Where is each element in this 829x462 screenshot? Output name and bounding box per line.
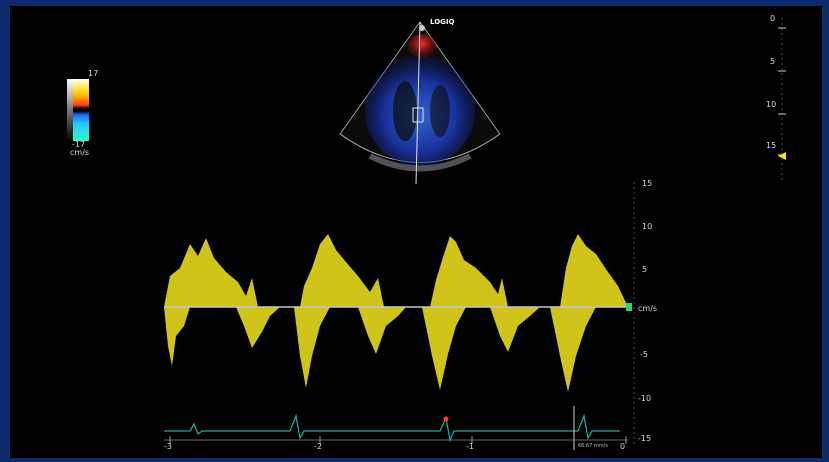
time-tick-neg2: -2 bbox=[314, 442, 322, 451]
velocity-tick-neg5: -5 bbox=[640, 350, 648, 359]
depth-tick-5: 5 bbox=[770, 57, 775, 66]
velocity-tick-15: 15 bbox=[642, 179, 652, 188]
ecg-r-marker-icon bbox=[444, 417, 449, 422]
color-scale-unit: cm/s bbox=[70, 148, 89, 157]
gray-scale-strip bbox=[67, 79, 73, 141]
blue-flow-region bbox=[365, 56, 475, 166]
sweep-speed-label: 66.67 mm/s bbox=[578, 443, 608, 449]
color-scale-max: 17 bbox=[88, 69, 98, 78]
depth-tick-10: 10 bbox=[766, 100, 776, 109]
time-tick-neg1: -1 bbox=[466, 442, 474, 451]
ultrasound-screen: 17 -17 cm/s LOGIQ bbox=[10, 6, 822, 458]
velocity-tick-10: 10 bbox=[642, 222, 652, 231]
time-tick-0: 0 bbox=[620, 442, 625, 451]
depth-tick-15: 15 bbox=[766, 141, 776, 150]
logo-text: LOGIQ bbox=[430, 18, 454, 26]
spectral-envelope-positive bbox=[164, 234, 628, 307]
spectral-envelope-negative bbox=[164, 307, 596, 392]
probe-marker-icon bbox=[419, 25, 425, 31]
velocity-tick-5: 5 bbox=[642, 265, 647, 274]
velocity-unit: cm/s bbox=[638, 304, 657, 313]
velocity-tick-neg10: -10 bbox=[638, 394, 651, 403]
ecg-trace bbox=[164, 416, 620, 440]
time-tick-neg3: -3 bbox=[164, 442, 172, 451]
sector-image bbox=[330, 16, 510, 186]
doppler-spectrum bbox=[150, 176, 670, 456]
baseline-marker-icon[interactable] bbox=[626, 303, 632, 311]
depth-tick-0: 0 bbox=[770, 14, 775, 23]
velocity-tick-neg15: -15 bbox=[638, 434, 651, 443]
red-flow-region bbox=[408, 34, 436, 58]
